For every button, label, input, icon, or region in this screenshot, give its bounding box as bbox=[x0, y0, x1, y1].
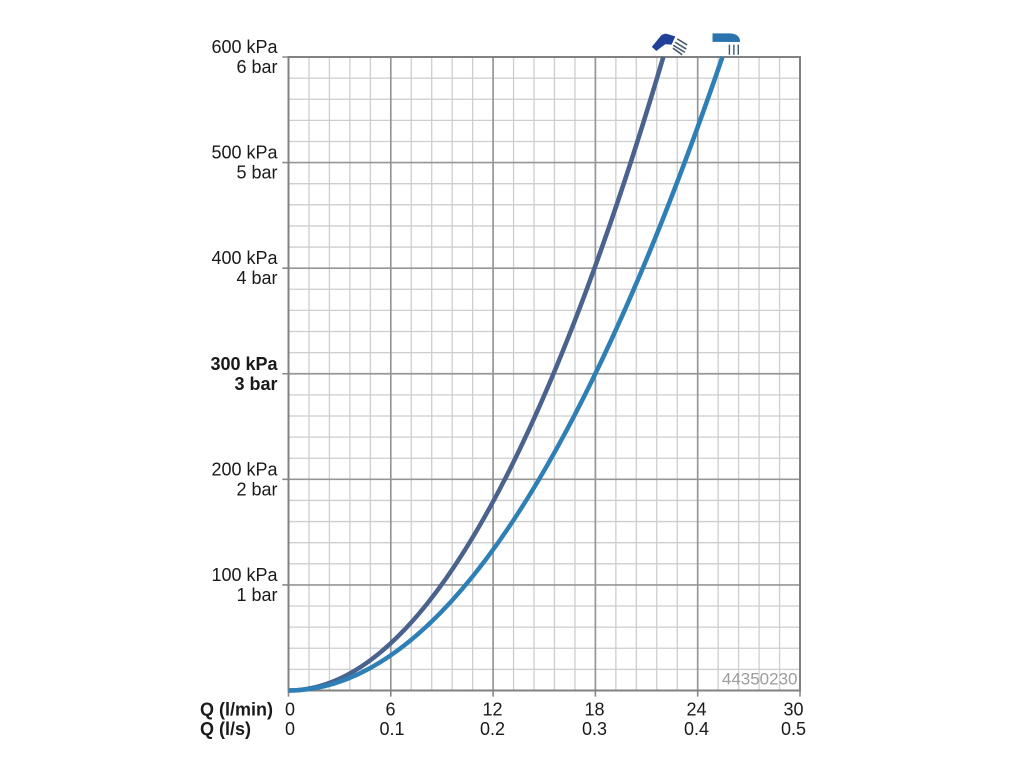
svg-text:2 bar: 2 bar bbox=[236, 479, 277, 499]
svg-text:500 kPa: 500 kPa bbox=[211, 143, 278, 163]
svg-text:100 kPa: 100 kPa bbox=[211, 565, 278, 585]
svg-text:12: 12 bbox=[482, 700, 502, 720]
svg-text:0.5: 0.5 bbox=[781, 719, 806, 739]
svg-text:0.2: 0.2 bbox=[480, 719, 505, 739]
svg-text:300 kPa: 300 kPa bbox=[210, 354, 278, 374]
svg-text:24: 24 bbox=[686, 700, 706, 720]
svg-text:1 bar: 1 bar bbox=[236, 585, 277, 605]
svg-text:3 bar: 3 bar bbox=[234, 374, 277, 394]
svg-text:0: 0 bbox=[285, 719, 295, 739]
svg-text:4 bar: 4 bar bbox=[236, 268, 277, 288]
svg-text:Q (l/s): Q (l/s) bbox=[200, 719, 251, 739]
svg-text:44350230: 44350230 bbox=[722, 670, 798, 689]
svg-text:0.4: 0.4 bbox=[684, 719, 709, 739]
svg-text:200 kPa: 200 kPa bbox=[211, 459, 278, 479]
svg-text:0.3: 0.3 bbox=[582, 719, 607, 739]
svg-text:400 kPa: 400 kPa bbox=[211, 248, 278, 268]
svg-text:18: 18 bbox=[584, 700, 604, 720]
svg-text:30: 30 bbox=[783, 700, 803, 720]
svg-text:0: 0 bbox=[285, 700, 295, 720]
svg-text:Q (l/min): Q (l/min) bbox=[200, 700, 273, 720]
svg-text:600 kPa: 600 kPa bbox=[211, 37, 278, 57]
svg-text:6 bar: 6 bar bbox=[236, 57, 277, 77]
svg-text:5 bar: 5 bar bbox=[236, 163, 277, 183]
svg-text:6: 6 bbox=[385, 700, 395, 720]
svg-text:0.1: 0.1 bbox=[379, 719, 404, 739]
